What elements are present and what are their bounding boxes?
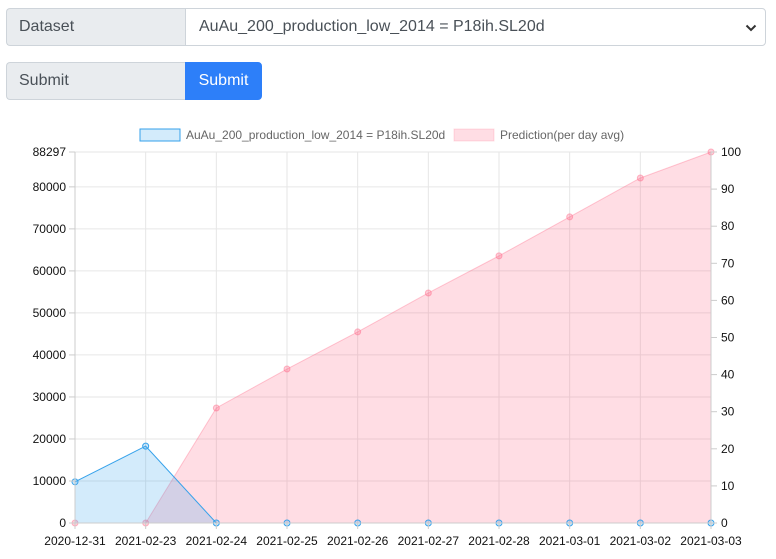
prediction-point [636,174,644,182]
prediction-point [495,252,503,260]
left-tick-label: 30000 [33,390,67,404]
x-tick-label: 2021-02-25 [256,534,318,548]
left-tick-label: 60000 [33,264,67,278]
right-tick-label: 0 [721,516,728,530]
prediction-area [75,152,711,523]
legend-swatch-prediction[interactable] [453,128,495,142]
x-tick-label: 2021-02-23 [115,534,177,548]
x-tick-label: 2021-02-24 [186,534,248,548]
right-tick-label: 60 [721,293,735,307]
prediction-line [75,151,712,524]
prediction-point [283,365,291,373]
right-tick-label: 80 [721,219,735,233]
actual-point [142,442,150,450]
x-tick-label: 2021-03-01 [539,534,601,548]
submit-row: Submit Submit [6,62,262,100]
legend-label-prediction[interactable]: Prediction(per day avg) [500,128,624,142]
dataset-label: Dataset [6,8,185,46]
submit-button[interactable]: Submit [185,62,262,100]
x-tick-label: 2020-12-31 [44,534,106,548]
prediction-point [424,289,432,297]
left-tick-label: 70000 [33,222,67,236]
right-tick-label: 70 [721,256,735,270]
right-tick-label: 50 [721,331,735,345]
prediction-point [212,404,220,412]
right-tick-label: 10 [721,479,735,493]
dataset-row: Dataset AuAu_200_production_low_2014 = P… [6,8,766,46]
prediction-point [354,328,362,336]
left-axis: 0 10000 20000 30000 40000 50000 60000 70000 8000… [33,145,76,530]
left-tick-label: 50000 [33,306,67,320]
legend-label-actual[interactable]: AuAu_200_production_low_2014 = P18ih.SL2… [186,128,445,142]
left-tick-label: 0 [59,516,66,530]
prediction-point [566,213,574,221]
left-tick-label: 88297 [33,145,67,159]
actual-area [75,446,711,523]
right-axis: 0 10 20 30 40 50 60 70 80 90 100 [710,145,741,530]
dataset-select-value: AuAu_200_production_low_2014 = P18ih.SL2… [199,18,545,35]
left-tick-label: 10000 [33,474,67,488]
right-tick-label: 30 [721,405,735,419]
legend-swatch-actual[interactable] [139,128,181,142]
dataset-select[interactable]: AuAu_200_production_low_2014 = P18ih.SL2… [185,8,766,46]
right-tick-label: 90 [721,182,735,196]
right-tick-label: 20 [721,442,735,456]
x-tick-label: 2021-03-02 [610,534,672,548]
submit-label: Submit [6,62,185,100]
x-tick-label: 2021-02-27 [398,534,460,548]
chart-legend[interactable]: AuAu_200_production_low_2014 = P18ih.SL2… [139,128,624,142]
chevron-down-icon [745,24,757,32]
left-tick-label: 40000 [33,348,67,362]
x-tick-label: 2021-03-03 [680,534,742,548]
x-tick-label: 2021-02-26 [327,534,389,548]
prediction-series [71,148,715,527]
x-axis: 2020-12-31 2021-02-23 2021-02-24 2021-02-25… [44,522,742,548]
left-tick-label: 80000 [33,180,67,194]
dataset-chart: 0100002000030000400005000060000700008000… [33,128,742,548]
left-tick-label: 20000 [33,432,67,446]
x-tick-label: 2021-02-28 [468,534,530,548]
right-tick-label: 100 [721,145,741,159]
right-tick-label: 40 [721,368,735,382]
